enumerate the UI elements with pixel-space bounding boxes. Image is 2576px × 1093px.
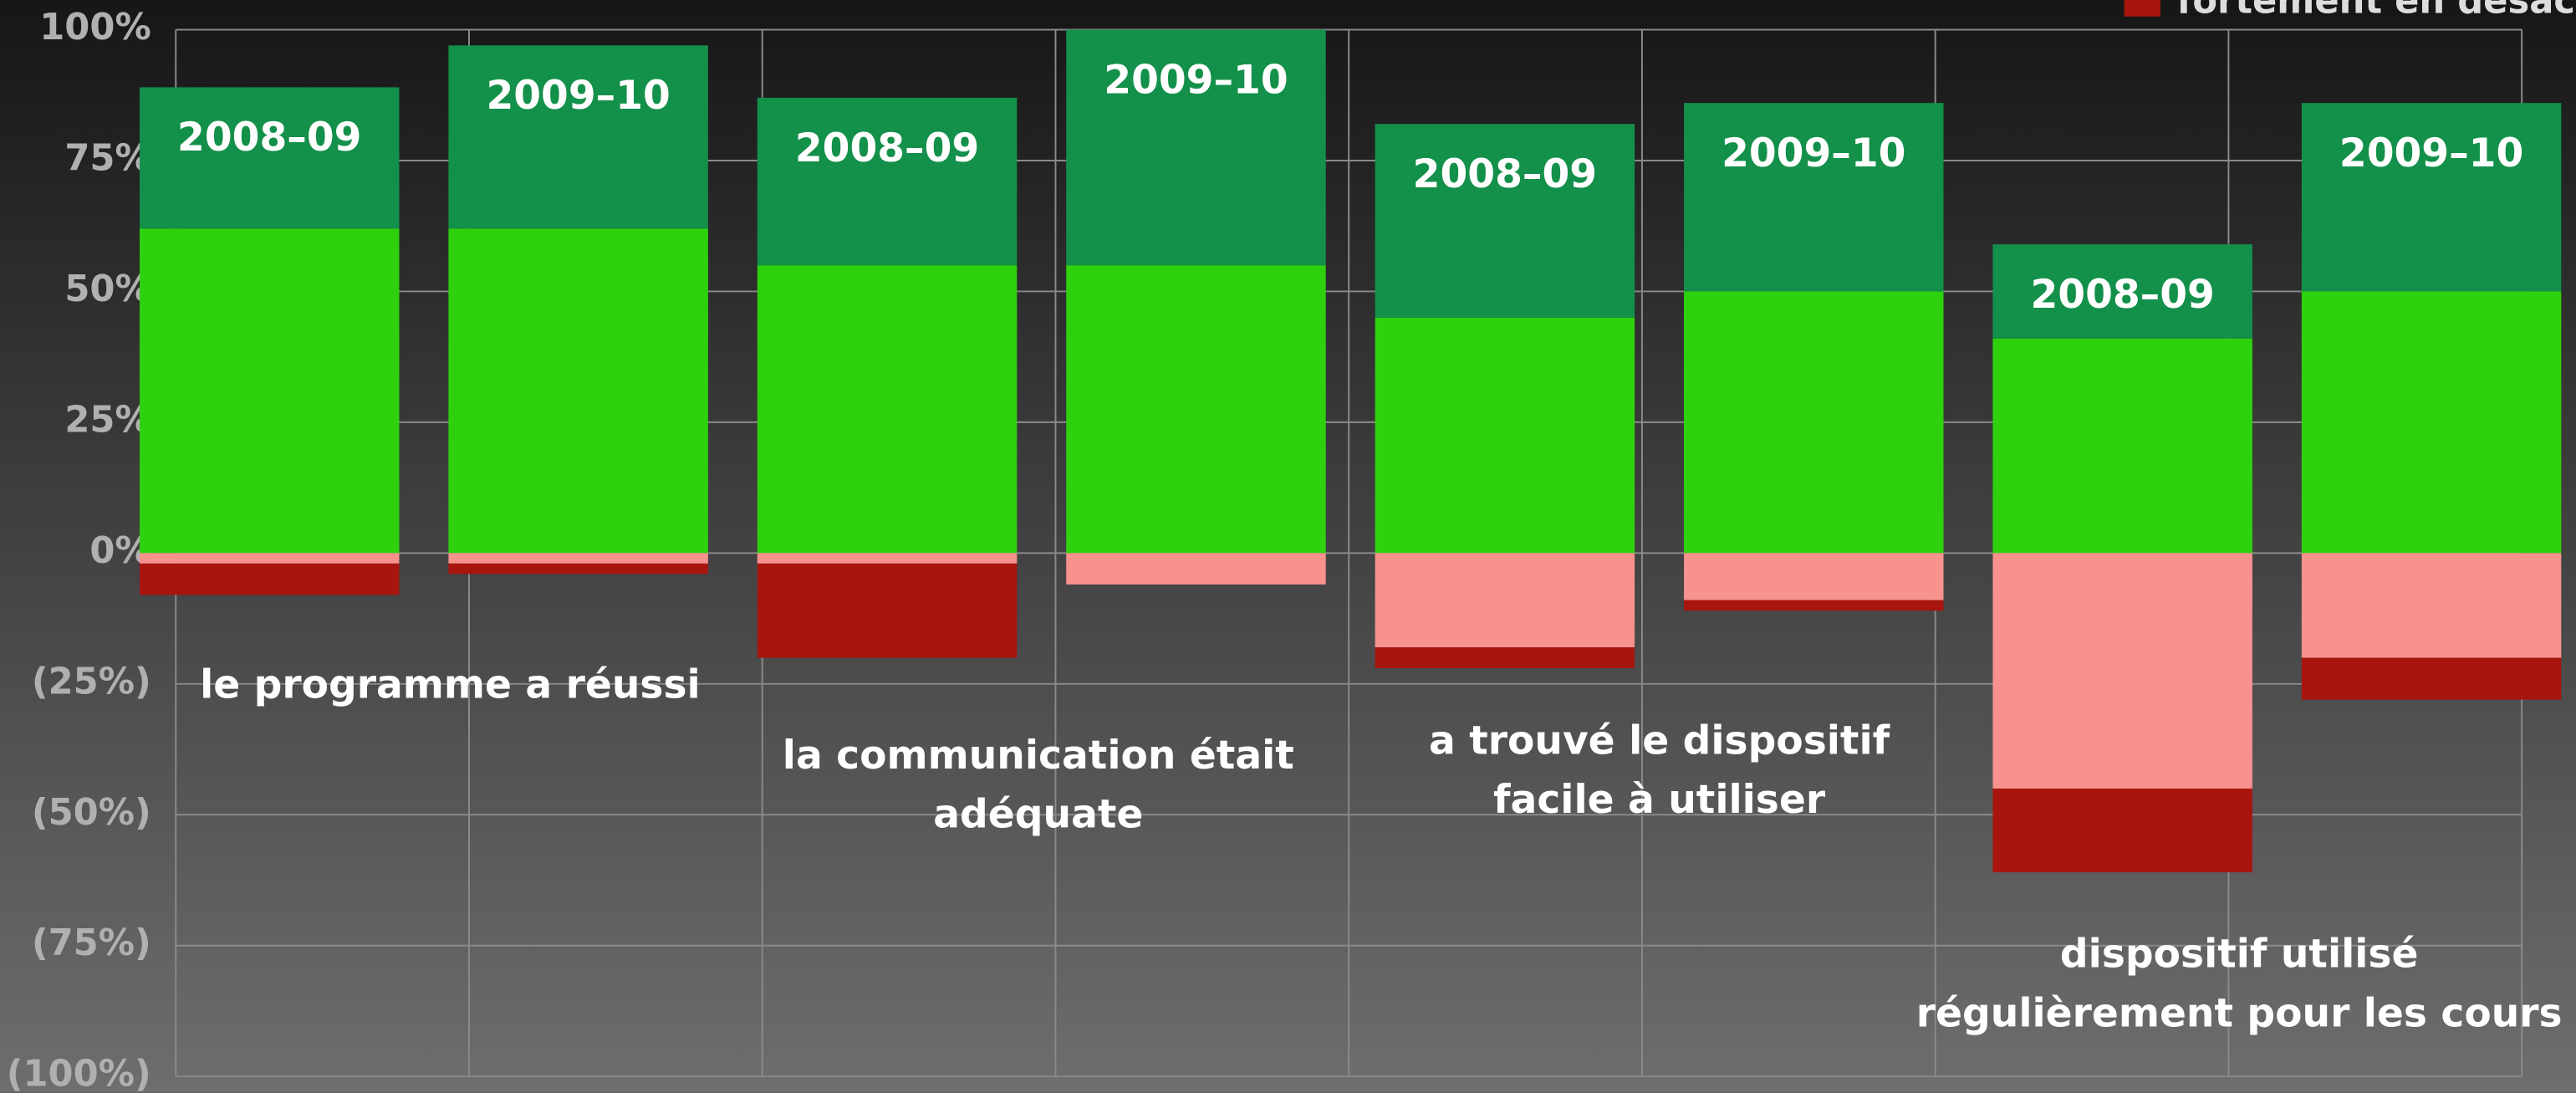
bar-segment <box>448 553 708 564</box>
category-label: 2008–09 <box>2030 272 2214 318</box>
bar-segment <box>1375 647 1635 669</box>
y-tick-label: (25%) <box>32 661 151 702</box>
category-label: 2009–10 <box>1104 57 1288 103</box>
bar-segment <box>448 45 708 229</box>
bar-segment <box>448 228 708 554</box>
bar-segment <box>1992 788 2252 873</box>
category-label: 2008–09 <box>795 125 979 171</box>
bar-segment <box>448 563 708 575</box>
y-tick-label: 100% <box>39 7 151 49</box>
bar-segment <box>1066 29 1326 266</box>
bar-segment <box>1375 553 1635 648</box>
y-tick-label: 25% <box>64 399 150 441</box>
category-label: 2009–10 <box>2339 130 2523 176</box>
category-label: 2009–10 <box>1722 130 1905 176</box>
bar-segment <box>1684 600 1944 611</box>
group-label: dispositif utilisé <box>2060 932 2419 978</box>
bar-segment <box>757 265 1018 554</box>
bar-segment <box>1992 338 2252 554</box>
legend-label: fortement en désaccord <box>2177 0 2576 23</box>
bar-segment <box>1684 291 1944 554</box>
legend-swatch <box>2124 0 2160 17</box>
bar-segment <box>1684 103 1944 292</box>
y-tick-label: 50% <box>64 268 150 310</box>
bar-segment <box>1066 553 1326 585</box>
y-tick-label: (100%) <box>7 1054 151 1093</box>
group-label: le programme a réussi <box>200 662 701 708</box>
category-label: 2008–09 <box>177 115 361 161</box>
group-label: la communication était <box>783 733 1294 779</box>
bar-segment <box>2301 553 2562 658</box>
bar-segment <box>2301 657 2562 700</box>
y-tick-label: (75%) <box>32 922 151 964</box>
bar-segment <box>140 563 400 595</box>
category-label: 2009–10 <box>486 73 670 119</box>
bar-segment <box>1992 553 2252 789</box>
group-label: adéquate <box>933 792 1143 838</box>
bar-segment <box>757 97 1018 266</box>
bar-segment <box>140 87 400 229</box>
bar-segment <box>1066 265 1326 554</box>
y-tick-label: 75% <box>64 137 150 179</box>
bar-segment <box>2301 103 2562 292</box>
bar-segment <box>757 553 1018 564</box>
bar-segment <box>2301 291 2562 554</box>
bar-segment <box>140 228 400 554</box>
y-tick-label: (50%) <box>32 792 151 834</box>
bar-segment <box>1375 124 1635 318</box>
category-label: 2008–09 <box>1413 151 1597 197</box>
group-label: a trouvé le dispositif <box>1429 718 1890 764</box>
bar-segment <box>1992 244 2252 339</box>
group-label: régulièrement pour les cours <box>1916 990 2563 1036</box>
bar-segment <box>1375 317 1635 554</box>
bar-segment <box>1684 553 1944 600</box>
group-label: facile à utiliser <box>1493 777 1826 823</box>
bar-segment <box>757 563 1018 658</box>
bar-segment <box>140 553 400 564</box>
